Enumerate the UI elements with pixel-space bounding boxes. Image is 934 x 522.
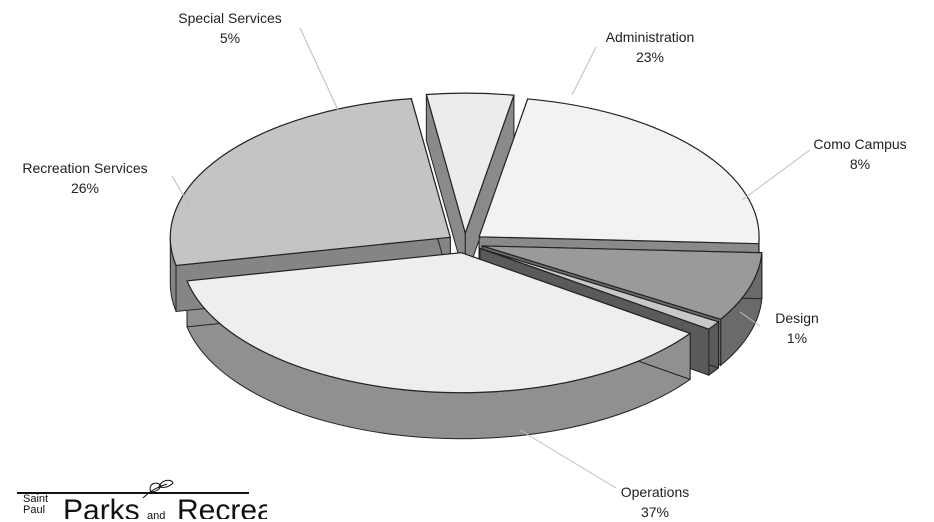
leader-special-services [300, 28, 338, 110]
label-special-services-name: Special Services [160, 8, 300, 28]
label-como-campus-name: Como Campus [795, 134, 925, 154]
label-recreation-services-name: Recreation Services [0, 158, 170, 178]
leaf-icon [137, 478, 177, 500]
label-operations-value: 37% [590, 502, 720, 522]
pie-slice-administration [479, 99, 759, 244]
leader-operations [520, 430, 616, 488]
label-como-campus-value: 8% [795, 154, 925, 174]
label-recreation-services: Recreation Services 26% [0, 158, 170, 198]
logo-recreation-text: Recreation [177, 496, 267, 519]
label-design-value: 1% [752, 328, 842, 348]
label-administration: Administration 23% [585, 27, 715, 67]
label-como-campus: Como Campus 8% [795, 134, 925, 174]
logo-and-text: and [147, 511, 165, 519]
label-operations-name: Operations [590, 482, 720, 502]
parks-recreation-logo: Saint Paul Parks and Recreation [17, 478, 267, 519]
label-administration-name: Administration [585, 27, 715, 47]
logo-paul-text: Paul [23, 505, 45, 516]
label-special-services-value: 5% [160, 28, 300, 48]
label-recreation-services-value: 26% [0, 178, 170, 198]
logo-parks-text: Parks [63, 496, 140, 519]
label-special-services: Special Services 5% [160, 8, 300, 48]
label-design: Design 1% [752, 308, 842, 348]
label-administration-value: 23% [585, 47, 715, 67]
label-operations: Operations 37% [590, 482, 720, 522]
pie-slice-recreation-services [170, 99, 450, 266]
label-design-name: Design [752, 308, 842, 328]
